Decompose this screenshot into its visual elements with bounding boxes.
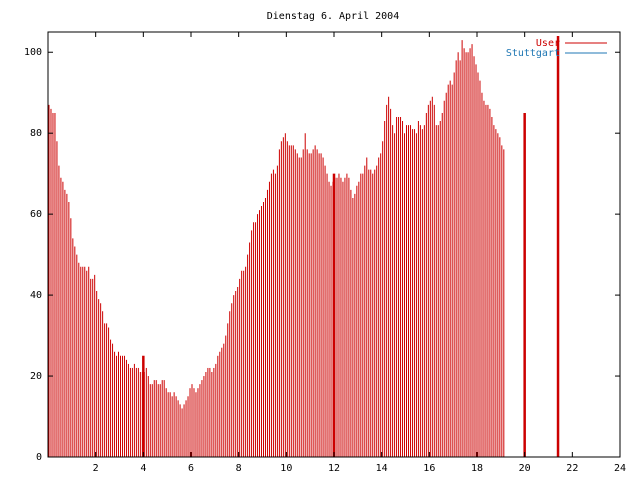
x-tick-label: 22: [566, 463, 578, 474]
x-tick-label: 16: [423, 463, 435, 474]
x-tick-label: 6: [188, 463, 194, 474]
y-tick-label: 40: [30, 290, 42, 301]
y-tick-label: 60: [30, 209, 42, 220]
x-tick-label: 24: [614, 463, 626, 474]
legend: User Stuttgart: [506, 38, 607, 59]
x-tick-label: 10: [280, 463, 292, 474]
x-tick-label: 8: [236, 463, 242, 474]
x-tick-label: 20: [519, 463, 531, 474]
y-tick-label: 20: [30, 371, 42, 382]
y-tick-label: 100: [24, 47, 42, 58]
y-tick-label: 80: [30, 128, 42, 139]
legend-label-stuttgart: Stuttgart: [506, 48, 560, 59]
chart-title: Dienstag 6. April 2004: [267, 11, 399, 22]
x-tick-label: 12: [328, 463, 340, 474]
bar-series-user: [48, 40, 505, 457]
x-tick-label: 18: [471, 463, 483, 474]
x-tick-label: 14: [376, 463, 388, 474]
x-tick-label: 4: [140, 463, 146, 474]
highlight-bars: [142, 36, 560, 457]
legend-label-user: User: [536, 38, 560, 49]
x-tick-label: 2: [93, 463, 99, 474]
y-tick-label: 0: [36, 452, 42, 463]
